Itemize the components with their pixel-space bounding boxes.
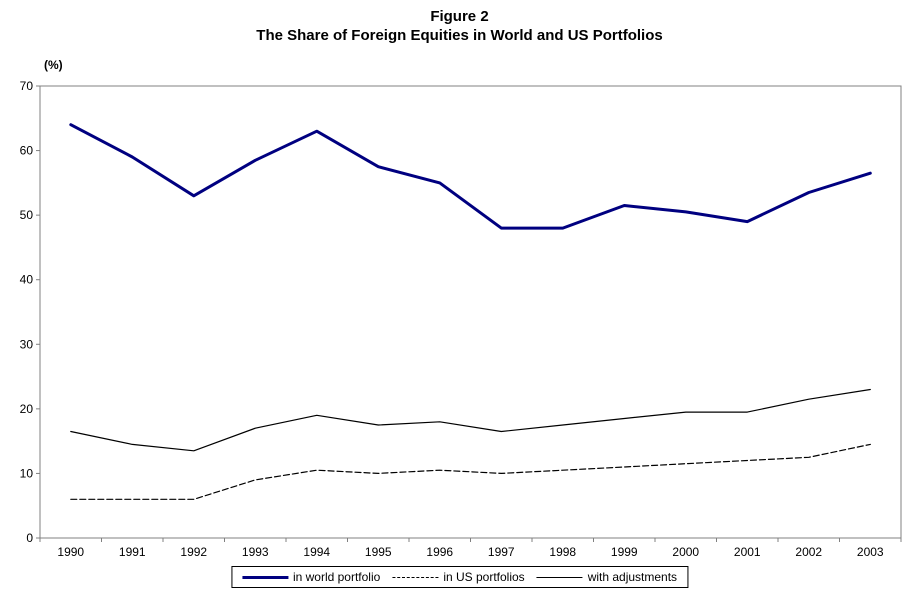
x-axis-tick-label: 1998	[549, 545, 576, 559]
series-line-2	[70, 388, 871, 452]
x-axis-tick-label: 1997	[488, 545, 515, 559]
legend: in world portfolio in US portfolios with…	[230, 566, 689, 588]
line-chart: 0 10 20 30 40 50 60 70 1990 1991 1992 1993 1994 1995 1…	[20, 79, 902, 559]
legend-item-us-portfolios: in US portfolios	[392, 570, 525, 584]
x-axis-tick-label: 1995	[365, 545, 392, 559]
figure-title: Figure 2 The Share of Foreign Equities i…	[0, 8, 919, 46]
legend-item-with-adjustments: with adjustments	[536, 570, 678, 584]
x-axis-tick-label: 1999	[611, 545, 638, 559]
legend-line-sample-world-portfolio	[241, 575, 288, 579]
figure-title-line1: Figure 2	[430, 8, 489, 25]
y-axis-tick-label: 20	[20, 402, 34, 416]
series-line-1	[70, 443, 871, 500]
y-axis-tick-label: 10	[20, 466, 34, 480]
x-axis-tick-label: 1993	[242, 545, 269, 559]
legend-label-with-adjustments: with adjustments	[587, 570, 678, 584]
x-axis-tick-label: 2000	[672, 545, 699, 559]
y-axis-tick-label: 50	[20, 208, 34, 222]
y-axis-tick-label: 70	[20, 79, 34, 93]
x-axis-tick-label: 2002	[795, 545, 822, 559]
x-axis-tick-label: 1996	[426, 545, 453, 559]
legend-line-sample-us-portfolios	[392, 576, 439, 578]
figure-title-line2: The Share of Foreign Equities in World a…	[256, 26, 663, 44]
x-axis-tick-label: 1992	[180, 545, 207, 559]
x-axis-tick-label: 2003	[857, 545, 884, 559]
x-axis-tick-label: 1990	[57, 545, 84, 559]
y-axis-tick-label: 60	[20, 144, 34, 158]
plot-area-border	[39, 85, 902, 539]
series-line-0	[69, 123, 872, 230]
y-axis-unit-label: (%)	[44, 58, 63, 72]
x-axis-tick-label: 2001	[734, 545, 761, 559]
legend-line-sample-with-adjustments	[536, 576, 583, 578]
legend-label-world-portfolio: in world portfolio	[292, 570, 381, 584]
y-axis-tick-label: 0	[26, 531, 33, 545]
legend-label-us-portfolios: in US portfolios	[443, 570, 525, 584]
x-axis-tick-label: 1994	[303, 545, 330, 559]
legend-item-world-portfolio: in world portfolio	[241, 570, 381, 584]
y-axis-tick-label: 40	[20, 273, 34, 287]
y-axis-tick-label: 30	[20, 337, 34, 351]
x-axis-tick-label: 1991	[119, 545, 146, 559]
